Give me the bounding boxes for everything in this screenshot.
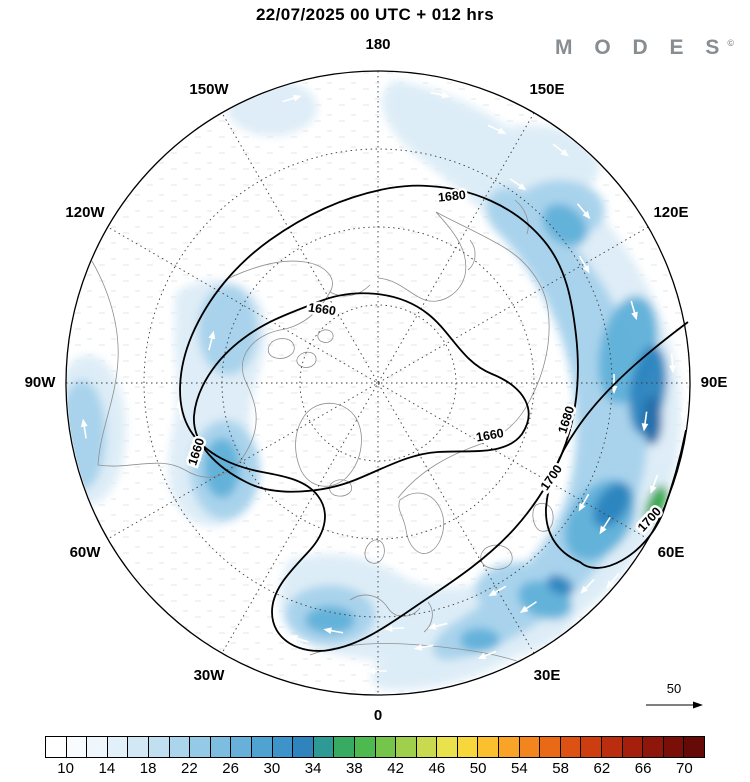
colorbar-ticks: 10 14 18 22 26 30 34 38 42 46 50 54 58 62 66 70 bbox=[45, 760, 705, 780]
colorbar-cell bbox=[128, 737, 149, 757]
lon-label-150e: 150E bbox=[529, 81, 564, 98]
colorbar-cell bbox=[602, 737, 623, 757]
colorbar-cell bbox=[190, 737, 211, 757]
colorbar bbox=[45, 736, 705, 758]
colorbar-tick-label: 66 bbox=[634, 760, 652, 777]
lon-label-60e: 60E bbox=[658, 544, 685, 561]
wind-speed-shading bbox=[67, 80, 681, 691]
coastlines bbox=[84, 199, 554, 673]
colorbar-tick-label: 62 bbox=[593, 760, 611, 777]
lon-label-60w: 60W bbox=[70, 544, 102, 561]
colorbar-cell bbox=[622, 737, 644, 757]
contour-label: 1680 bbox=[437, 188, 466, 205]
contour-1700 bbox=[545, 321, 689, 569]
colorbar-tick-label: 46 bbox=[428, 760, 446, 777]
colorbar-cell bbox=[478, 737, 500, 757]
colorbar-cell bbox=[684, 737, 704, 757]
colorbar-cell bbox=[396, 737, 417, 757]
lon-label-0: 0 bbox=[374, 707, 382, 724]
lon-label-90e: 90E bbox=[701, 374, 728, 391]
reference-vector-label: 50 bbox=[667, 681, 681, 696]
colorbar-tick-label: 26 bbox=[222, 760, 239, 777]
colorbar-cell bbox=[663, 737, 685, 757]
colorbar-cell bbox=[354, 737, 376, 757]
map-boundary bbox=[65, 70, 691, 696]
colorbar-cell bbox=[293, 737, 314, 757]
brand-logo: M O D E S© bbox=[555, 36, 734, 60]
colorbar-tick-label: 70 bbox=[676, 760, 693, 777]
colorbar-cell bbox=[46, 737, 67, 757]
wind-max-green bbox=[644, 485, 668, 525]
lon-label-120w: 120W bbox=[65, 204, 105, 221]
colorbar-cell bbox=[499, 737, 520, 757]
graticule bbox=[66, 71, 690, 695]
contour-label: 1660 bbox=[307, 300, 337, 318]
lon-label-30w: 30W bbox=[194, 667, 226, 684]
colorbar-cell bbox=[540, 737, 561, 757]
colorbar-cell bbox=[148, 737, 170, 757]
colorbar-cell bbox=[169, 737, 191, 757]
colorbar-tick-label: 58 bbox=[552, 760, 569, 777]
contour-1680 bbox=[179, 184, 579, 652]
colorbar-tick-label: 38 bbox=[346, 760, 363, 777]
reference-vector: 50 bbox=[646, 681, 703, 709]
colorbar-cell bbox=[437, 737, 458, 757]
reference-vector-arrowhead-icon bbox=[693, 701, 703, 709]
colorbar-tick-label: 22 bbox=[181, 760, 198, 777]
lon-label-180: 180 bbox=[365, 36, 390, 53]
colorbar-cell bbox=[643, 737, 664, 757]
colorbar-tick-label: 14 bbox=[98, 760, 116, 777]
colorbar-tick-label: 50 bbox=[469, 760, 487, 777]
colorbar-tick-label: 34 bbox=[304, 760, 322, 777]
colorbar-cell bbox=[313, 737, 335, 757]
brand-letters: M O D E S bbox=[555, 36, 728, 59]
lon-label-120e: 120E bbox=[653, 204, 688, 221]
colorbar-tick-label: 10 bbox=[57, 760, 74, 777]
lon-label-90w: 90W bbox=[25, 374, 57, 391]
colorbar-cell bbox=[272, 737, 294, 757]
colorbar-tick-label: 18 bbox=[139, 760, 157, 777]
colorbar-tick-label: 54 bbox=[511, 760, 528, 777]
lon-label-150w: 150W bbox=[189, 81, 229, 98]
colorbar-cell bbox=[231, 737, 252, 757]
colorbar-cell bbox=[251, 737, 273, 757]
geopotential-contours bbox=[179, 184, 689, 652]
colorbar-cell bbox=[581, 737, 603, 757]
colorbar-cell bbox=[519, 737, 541, 757]
chart-title: 22/07/2025 00 UTC + 012 hrs bbox=[255, 5, 495, 24]
colorbar-cell bbox=[334, 737, 355, 757]
contour-1660 bbox=[193, 292, 530, 493]
colorbar-cell bbox=[87, 737, 108, 757]
colorbar-tick-label: 42 bbox=[387, 760, 404, 777]
colorbar-cell bbox=[416, 737, 438, 757]
colorbar-cell bbox=[210, 737, 232, 757]
colorbar-cell bbox=[66, 737, 88, 757]
brand-copyright: © bbox=[727, 38, 734, 48]
colorbar-cell bbox=[457, 737, 479, 757]
colorbar-cell bbox=[375, 737, 397, 757]
longitude-labels: 180 150E 120E 90E 60E 30E 0 30W 60W 90W … bbox=[25, 36, 728, 724]
lon-label-30e: 30E bbox=[534, 667, 561, 684]
colorbar-tick-label: 30 bbox=[263, 760, 281, 777]
colorbar-cell bbox=[107, 737, 129, 757]
colorbar-cell bbox=[560, 737, 582, 757]
